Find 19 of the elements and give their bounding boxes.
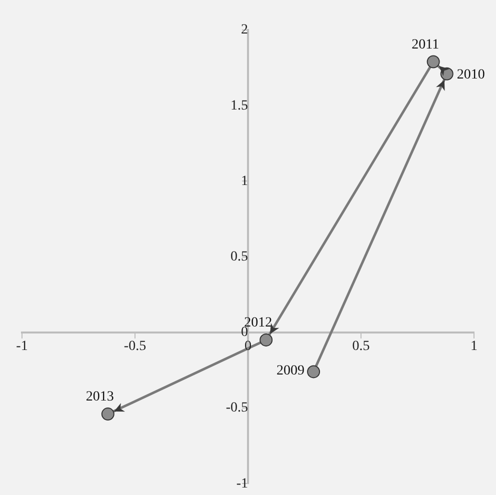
y-tick-label: 0 xyxy=(241,325,248,340)
x-tick-label: -1 xyxy=(16,339,28,354)
point xyxy=(260,333,273,346)
y-tick-label: -0.5 xyxy=(226,400,248,416)
annotation: 2013 xyxy=(86,390,114,405)
x-tick-label: -0.5 xyxy=(124,339,146,354)
annotation: 2011 xyxy=(412,37,440,52)
x-tick-label: 1 xyxy=(470,339,478,354)
y-tick-label: -1 xyxy=(236,476,248,492)
point xyxy=(101,408,114,421)
annotation: 2009 xyxy=(276,363,305,378)
annotation: 2010 xyxy=(456,68,485,83)
y-tick-label: 1 xyxy=(241,174,248,189)
x-tick-label: 0.5 xyxy=(352,339,370,354)
y-tick-label: 2 xyxy=(241,22,248,38)
point xyxy=(426,55,440,68)
y-tick-label: 0.5 xyxy=(230,249,248,264)
point xyxy=(307,365,320,378)
y-tick-label: 1.5 xyxy=(230,98,248,114)
